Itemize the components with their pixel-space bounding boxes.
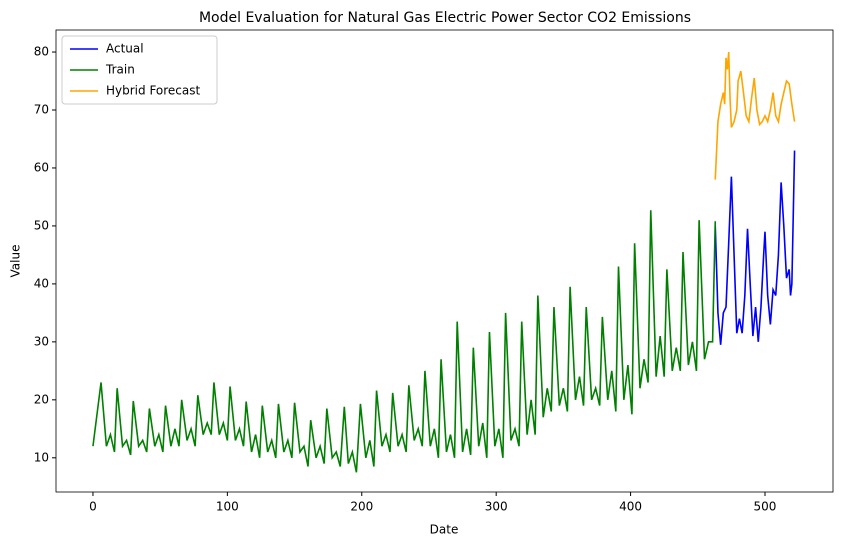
plot-frame	[55, 29, 834, 493]
line	[714, 51, 796, 180]
y-tick-label: 40	[34, 276, 49, 290]
line	[714, 150, 796, 345]
y-tick-label: 30	[34, 334, 49, 348]
legend-label: Actual	[106, 42, 144, 56]
x-tick-label: 400	[619, 500, 642, 514]
x-tick-label: 500	[754, 500, 777, 514]
y-tick-label: 10	[34, 450, 49, 464]
x-tick-label: 300	[485, 500, 508, 514]
y-tick-label: 50	[34, 218, 49, 232]
chart-title: Model Evaluation for Natural Gas Electri…	[199, 10, 691, 26]
line	[92, 210, 717, 473]
legend-label: Train	[105, 63, 135, 77]
x-tick-label: 100	[216, 500, 239, 514]
x-tick-label: 0	[89, 500, 97, 514]
y-axis-label: Value	[9, 245, 23, 278]
y-tick-label: 70	[34, 102, 49, 116]
x-axis-label: Date	[430, 523, 459, 537]
legend: Actual Train Hybrid Forecast	[61, 35, 218, 105]
legend-label: Hybrid Forecast	[106, 84, 201, 98]
y-tick-label: 60	[34, 160, 49, 174]
x-tick-label: 200	[350, 500, 373, 514]
legend-box	[61, 35, 218, 105]
y-tick-label: 80	[34, 45, 49, 59]
y-tick-label: 20	[34, 392, 49, 406]
